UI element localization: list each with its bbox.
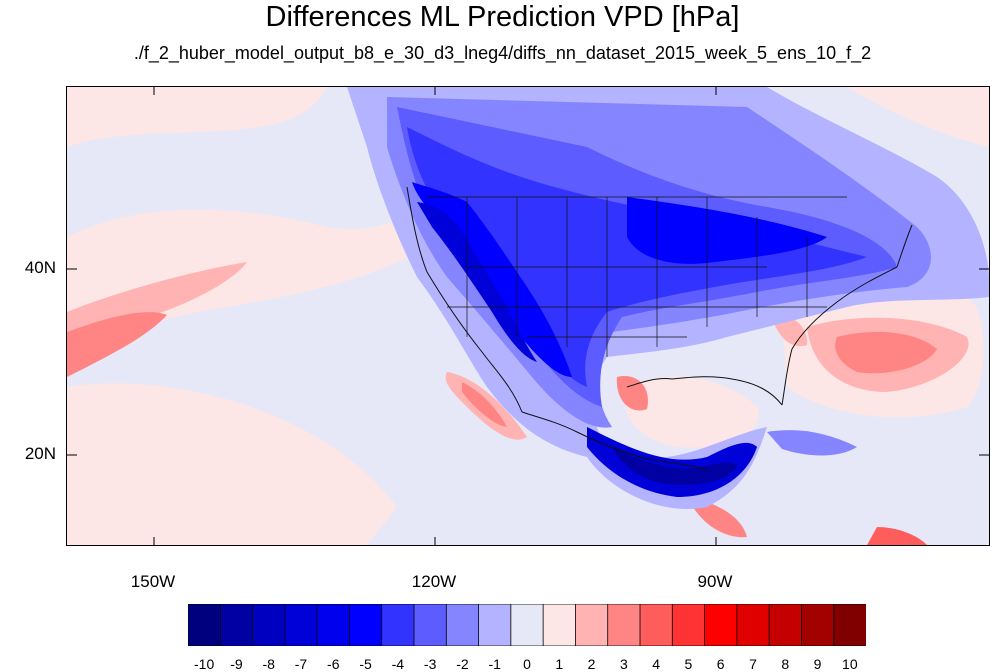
colorbar-tick-label: -10 <box>194 656 215 672</box>
colorbar-swatch <box>542 604 577 646</box>
pacific-red-2 <box>67 312 167 377</box>
colorbar-tick-label: 7 <box>749 656 757 672</box>
frame-ticks <box>67 87 989 545</box>
colorbar-swatch <box>413 604 448 646</box>
colorbar-tick-label: -1 <box>488 656 501 672</box>
caribbean-blue <box>767 430 857 456</box>
colorbar <box>188 604 866 646</box>
north-america-blue-4 <box>407 127 867 387</box>
colorbar-swatch <box>219 604 254 646</box>
colorbar-swatch <box>607 604 641 646</box>
colorbar-tick-label: -2 <box>456 656 469 672</box>
colorbar-swatch <box>639 604 674 646</box>
far-southeast-red <box>867 527 927 545</box>
colorbar-swatch <box>381 604 415 646</box>
colorbar-tick-label: -3 <box>423 656 437 672</box>
great-lakes-blue-5 <box>627 197 827 264</box>
gulf-pink <box>624 376 759 448</box>
map-title: Differences ML Prediction VPD [hPa] <box>265 1 740 33</box>
colorbar-swatch <box>736 604 771 646</box>
colorbar-tick-label: 6 <box>716 656 725 672</box>
colorbar-tick-label: -9 <box>230 656 243 672</box>
colorbar-swatch <box>478 604 512 646</box>
lat-label-20n: 20N <box>24 444 56 463</box>
colorbar-tick-label: -7 <box>294 656 308 672</box>
map-field <box>67 87 989 545</box>
colorbar-swatch <box>801 604 835 646</box>
colorbar-swatch <box>768 604 803 646</box>
northwest-pink <box>67 87 327 147</box>
central-pacific-pink <box>67 383 397 545</box>
texas-gulf-red <box>616 376 648 411</box>
northeast-pink <box>847 87 989 147</box>
lon-label-90w: 90W <box>697 572 733 591</box>
map-subtitle: ./f_2_huber_model_output_b8_e_30_d3_lneg… <box>133 43 872 63</box>
colorbar-swatch <box>704 604 738 646</box>
colorbar-tick-label: 9 <box>813 656 822 672</box>
colorbar-tick-label: 4 <box>652 656 661 672</box>
colorbar-swatch <box>510 604 545 646</box>
mexico-blue-core <box>612 447 737 485</box>
colorbar-swatch <box>188 604 222 646</box>
colorbar-tick-label: 3 <box>619 656 628 672</box>
colorbar-tick-label: -8 <box>262 656 275 672</box>
colorbar-tick-label: 10 <box>842 656 858 672</box>
colorbar-tick-label: 1 <box>555 656 564 672</box>
lon-label-150w: 150W <box>130 572 176 591</box>
colorbar-tick-label: -5 <box>359 656 372 672</box>
baja-offshore-red-2 <box>462 382 507 427</box>
coastline <box>406 186 913 470</box>
west-coast-blue-6 <box>417 202 537 362</box>
lon-label-120w: 120W <box>411 572 457 591</box>
colorbar-tick-label: 2 <box>587 656 596 672</box>
colorbar-tick-label: 0 <box>523 656 531 672</box>
lat-label-40n: 40N <box>24 258 56 277</box>
colorbar-swatch <box>833 604 866 646</box>
colorbar-swatch <box>575 604 609 646</box>
colorbar-swatch <box>445 604 480 646</box>
colorbar-tick-label: -4 <box>391 656 405 672</box>
pacific-red-1 <box>67 262 247 357</box>
colorbar-swatch <box>284 604 319 646</box>
colorbar-swatch <box>349 604 383 646</box>
colorbar-tick-label: 8 <box>781 656 790 672</box>
state-borders <box>427 196 847 357</box>
colorbar-tick-label: 5 <box>684 656 693 672</box>
colorbar-swatch <box>252 604 286 646</box>
colorbar-swatch <box>671 604 706 646</box>
colorbar-tick-label: -6 <box>327 656 340 672</box>
colorbar-swatch <box>316 604 351 646</box>
atlantic-red-2 <box>835 331 937 374</box>
map-panel <box>66 86 990 546</box>
